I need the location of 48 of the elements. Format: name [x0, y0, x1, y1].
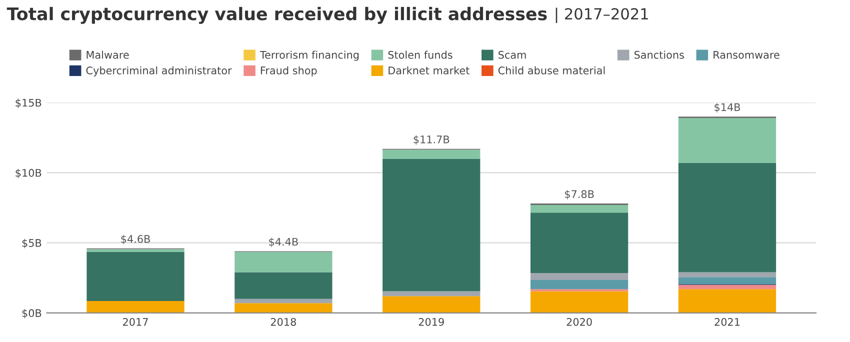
bar — [530, 212, 628, 273]
x-tick-label: 2017 — [123, 318, 148, 326]
legend-label: Cybercriminal administrator — [86, 66, 232, 76]
bar — [678, 284, 776, 290]
bar — [530, 204, 628, 213]
x-tick-label: 2019 — [418, 318, 444, 326]
chart-subtitle: | 2017–2021 — [556, 8, 648, 24]
bar — [530, 272, 628, 280]
bar — [234, 272, 332, 299]
legend-label: Ransomware — [714, 51, 780, 59]
legend-label: Fraud shop — [260, 66, 317, 76]
bar — [86, 249, 184, 252]
x-tick-label: 2021 — [714, 318, 740, 326]
legend-label: Sanctions — [634, 50, 684, 59]
y-tick-label: $5B — [22, 238, 42, 248]
y-tick-label: $10B — [16, 168, 42, 178]
bar — [678, 162, 776, 272]
bar — [678, 277, 776, 284]
bar — [382, 158, 480, 292]
bar — [530, 280, 628, 290]
legend-label: Stolen funds — [388, 50, 452, 59]
bar — [678, 118, 776, 163]
bar — [234, 298, 332, 304]
legend-label: Scam — [498, 50, 526, 59]
bar — [678, 289, 776, 313]
legend-label: Darknet market — [388, 66, 470, 74]
bar — [530, 291, 628, 313]
bar — [234, 252, 332, 272]
bar — [234, 303, 332, 313]
bar — [678, 272, 776, 278]
legend-label: Malware — [86, 50, 129, 59]
total-label: $14B — [714, 103, 740, 112]
total-label: $11.7B — [414, 135, 450, 145]
bar — [382, 291, 480, 296]
y-tick-label: $0B — [22, 308, 42, 318]
bar — [382, 296, 480, 313]
chart-title: Total cryptocurrency value received by illicit addresses — [6, 6, 547, 24]
legend-label: Terrorism financing — [260, 50, 359, 61]
bar — [86, 301, 184, 313]
total-label: $4.4B — [269, 238, 298, 248]
total-label: $7.8B — [565, 190, 594, 200]
bar — [86, 252, 184, 302]
legend-label: Child abuse material — [498, 66, 605, 74]
x-tick-label: 2020 — [566, 318, 592, 326]
total-label: $4.6B — [121, 234, 150, 244]
y-tick-label: $15B — [16, 98, 42, 108]
bar — [382, 150, 480, 159]
x-tick-label: 2018 — [270, 318, 296, 326]
